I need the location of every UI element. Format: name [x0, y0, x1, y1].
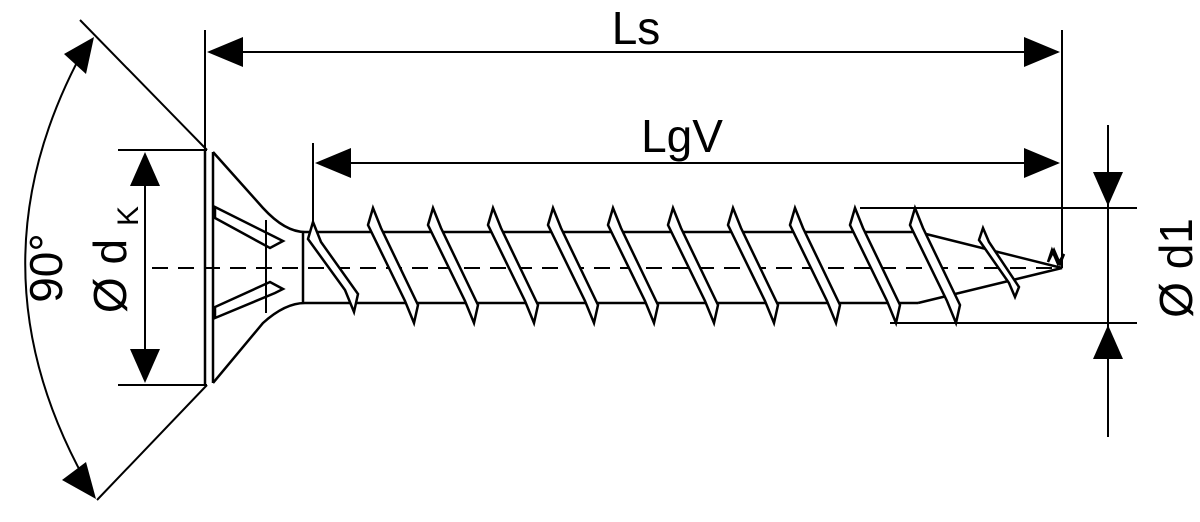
dk-top-arrowhead	[130, 152, 160, 186]
ls-label: Ls	[612, 2, 661, 54]
countersink-angle-dimension: 90°	[20, 19, 208, 501]
tip-thread-flight	[977, 224, 1021, 301]
thread-flight	[486, 204, 540, 328]
tip-thread-flight	[1046, 246, 1066, 268]
thread-diameter-dimension: Ø d1	[860, 125, 1200, 437]
head-lower-profile	[212, 301, 918, 384]
angle-lower-arrowhead	[62, 462, 96, 499]
d1-top-arrowhead	[1093, 172, 1123, 206]
angle-upper-leg	[79, 19, 208, 151]
dk-label: Ø d K	[84, 206, 145, 313]
angle-arc	[24, 41, 94, 495]
head-diameter-dimension: Ø d K	[84, 149, 207, 386]
thread-flight	[666, 204, 720, 328]
ls-right-arrowhead	[1024, 37, 1060, 67]
d1-label: Ø d1	[1150, 218, 1200, 318]
threads	[306, 204, 1066, 328]
thread-flight	[726, 204, 780, 328]
thread-flight	[848, 204, 902, 328]
angle-upper-arrowhead	[64, 37, 94, 74]
lgv-right-arrowhead	[1024, 148, 1060, 178]
dk-label-main: Ø d	[84, 239, 136, 313]
drive-recess	[213, 204, 286, 320]
lgv-dimension: LgV	[312, 110, 1060, 225]
thread-flight	[788, 204, 842, 328]
thread-flight	[426, 204, 480, 328]
d1-bottom-arrowhead	[1093, 325, 1123, 359]
dk-label-subscript: K	[112, 206, 145, 226]
thread-flight	[606, 204, 660, 328]
head-upper-profile	[212, 151, 918, 234]
lgv-left-arrowhead	[315, 148, 351, 178]
thread-flight	[306, 218, 360, 317]
thread-flight	[546, 204, 600, 328]
screw	[152, 150, 1066, 385]
ls-left-arrowhead	[207, 37, 243, 67]
thread-flight	[366, 204, 420, 328]
lgv-label: LgV	[641, 110, 723, 162]
dk-bottom-arrowhead	[130, 349, 160, 383]
angle-label: 90°	[20, 233, 72, 303]
recess-lower-wing	[213, 280, 286, 320]
ls-dimension: Ls	[204, 2, 1063, 385]
angle-lower-leg	[96, 384, 208, 501]
screw-tip	[917, 230, 1063, 305]
thread-flight	[908, 204, 962, 328]
recess-upper-wing	[213, 204, 286, 250]
